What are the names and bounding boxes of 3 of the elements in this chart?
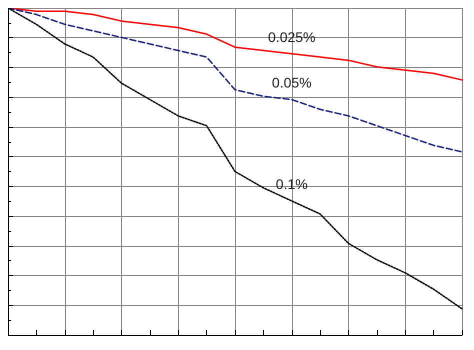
series-label: 0.1% bbox=[276, 176, 308, 192]
series-label: 0.025% bbox=[268, 28, 316, 45]
series-label: 0.05% bbox=[272, 74, 312, 91]
